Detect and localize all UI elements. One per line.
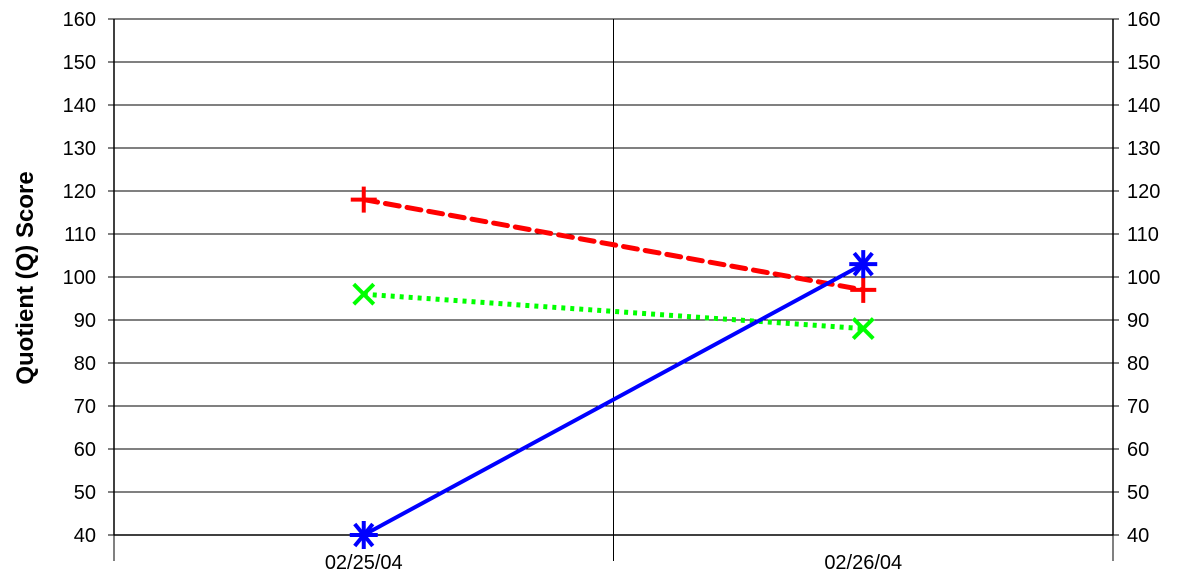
y-tick-label-left: 60 <box>74 439 96 461</box>
series-0 <box>350 186 877 303</box>
y-tick-label-left: 40 <box>74 525 96 547</box>
y-tick-label-right: 100 <box>1127 267 1160 289</box>
y-tick-label-right: 80 <box>1127 353 1149 375</box>
y-tick-label-right: 50 <box>1127 482 1149 504</box>
series-line-1 <box>363 291 864 332</box>
marker-stroke <box>352 282 376 306</box>
series-2 <box>349 250 878 549</box>
y-tick-label-left: 90 <box>74 310 96 332</box>
y-tick-label-left: 160 <box>63 9 96 31</box>
series-line-0 <box>361 197 866 293</box>
y-tick-label-right: 160 <box>1127 9 1160 31</box>
data-point-asterisk <box>849 250 878 279</box>
y-axis-title: Quotient (Q) Score <box>12 171 39 384</box>
series-group <box>349 186 878 549</box>
data-point-x <box>851 317 875 341</box>
tick-labels: 40 40 50 50 60 60 70 70 80 80 90 90 100 100 110 110 120 1… <box>63 9 1161 574</box>
x-tick-label: 02/26/04 <box>824 552 902 574</box>
y-tick-label-left: 80 <box>74 353 96 375</box>
y-tick-label-right: 130 <box>1127 138 1160 160</box>
data-point-x <box>352 282 376 306</box>
marker-stroke <box>852 251 874 277</box>
y-tick-label-left: 110 <box>64 224 96 246</box>
y-tick-label-left: 70 <box>74 396 96 418</box>
data-point-asterisk <box>349 521 378 549</box>
y-tick-label-right: 60 <box>1127 439 1149 461</box>
y-tick-label-right: 70 <box>1127 396 1149 418</box>
y-tick-label-left: 130 <box>63 138 96 160</box>
y-tick-label-right: 90 <box>1127 310 1149 332</box>
marker-stroke <box>353 522 375 548</box>
series-1 <box>352 282 875 341</box>
y-tick-label-right: 110 <box>1127 224 1159 246</box>
y-tick-label-left: 50 <box>74 482 96 504</box>
y-tick-label-left: 150 <box>63 52 96 74</box>
data-point-plus <box>850 276 877 303</box>
y-tick-label-left: 120 <box>63 181 96 203</box>
y-tick-label-right: 140 <box>1127 95 1160 117</box>
y-tick-label-right: 40 <box>1127 525 1149 547</box>
series-line-2 <box>361 262 866 537</box>
marker-stroke <box>851 317 875 341</box>
y-tick-label-left: 100 <box>63 267 96 289</box>
y-tick-label-right: 120 <box>1127 181 1160 203</box>
x-tick-label: 02/25/04 <box>325 552 403 574</box>
axes <box>108 18 1119 536</box>
y-tick-label-left: 140 <box>63 95 96 117</box>
y-tick-label-right: 150 <box>1127 52 1160 74</box>
grid <box>113 18 1114 561</box>
data-point-plus <box>350 186 377 213</box>
